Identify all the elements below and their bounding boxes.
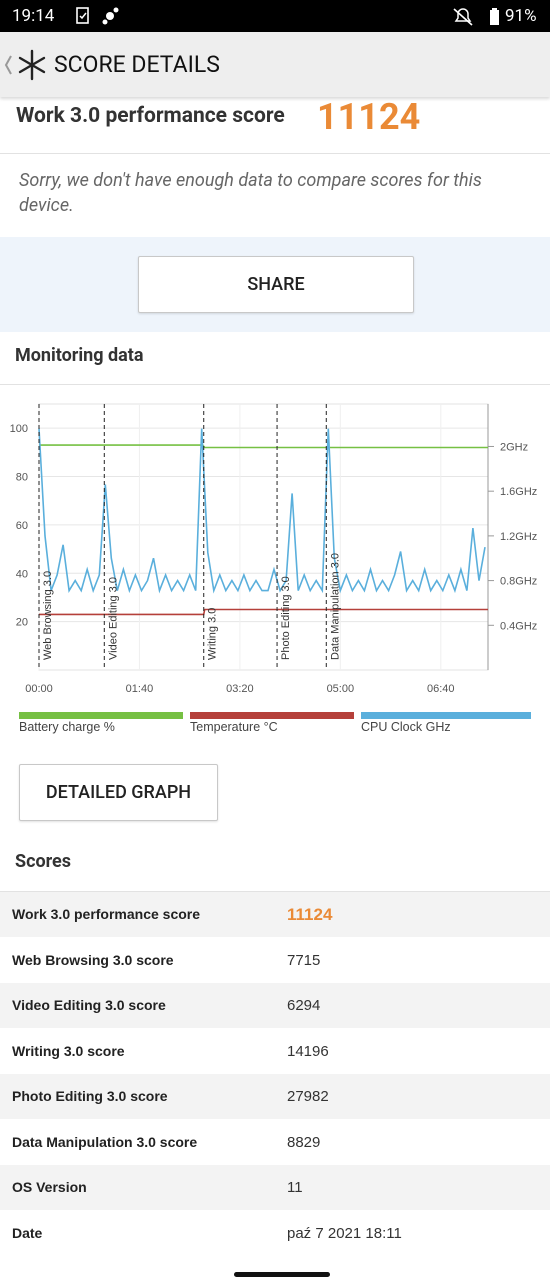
y-tick-label: 20 [16,617,28,629]
legend-label: Battery charge % [19,720,115,734]
phase-label: Data Manipulation 3.0 [329,553,341,660]
score-label: Video Editing 3.0 score [12,997,166,1013]
summary-label: Work 3.0 performance score [16,104,285,128]
y2-tick-label: 1.2GHz [500,531,537,543]
score-row: Writing 3.0 score 14196 [0,1028,550,1074]
score-row: OS Version 11 [0,1165,550,1210]
x-tick-label: 06:40 [427,683,455,695]
legend-label: CPU Clock GHz [361,720,451,734]
score-row: Work 3.0 performance score 11124 [0,892,550,937]
phase-label: Video Editing 3.0 [107,577,119,660]
score-row: Web Browsing 3.0 score 7715 [0,937,550,983]
detailed-graph-button[interactable]: DETAILED GRAPH [19,764,218,821]
screen-title: SCORE DETAILS [54,51,220,78]
score-row: Date paź 7 2021 18:11 [0,1210,550,1256]
divider [0,384,550,385]
score-label: Photo Editing 3.0 score [12,1088,168,1104]
divider [0,153,550,154]
score-value: 14196 [287,1042,329,1060]
score-label: Work 3.0 performance score [12,906,201,922]
score-value: 7715 [287,951,321,969]
compare-note: Sorry, we don't have enough data to comp… [19,170,482,216]
score-row: Data Manipulation 3.0 score 8829 [0,1119,550,1165]
battery-level: 91% [505,6,537,26]
series-line [38,428,486,594]
clock: 19:14 [12,6,55,26]
score-value: 11 [287,1179,303,1196]
y2-tick-label: 2GHz [500,441,528,453]
x-tick-label: 01:40 [126,683,154,695]
status-icons [76,7,119,25]
section-title: Monitoring data [15,345,144,366]
score-table: Work 3.0 performance score 11124 Web Brows… [0,892,550,1262]
app-bar: SCORE DETAILS [0,32,550,97]
phase-label: Writing 3.0 [207,608,219,660]
share-band: SHARE [0,237,550,332]
y-tick-label: 60 [16,520,28,532]
status-bar: 19:14 91% [0,0,550,32]
back-button[interactable] [2,48,50,82]
score-label: OS Version [12,1179,87,1195]
y-tick-label: 100 [10,423,28,435]
plot-area [38,403,489,671]
x-tick-label: 03:20 [226,683,254,695]
score-label: Web Browsing 3.0 score [12,951,174,968]
summary-score: 11124 [317,96,421,138]
legend-swatch [19,712,183,719]
divider [0,891,550,892]
score-value: 8829 [287,1133,321,1151]
y-tick-label: 40 [16,568,28,580]
legend-swatch [361,712,531,719]
x-tick-label: 00:00 [25,683,53,695]
series-line [39,608,488,616]
phase-label: Web Browsing 3.0 [42,571,54,660]
monitoring-chart: 20 40 60 80 100 00:00 01:40 03:20 05:00 06:40 0.4G… [10,403,537,734]
status-icons-right [453,8,499,26]
score-value: 27982 [287,1088,329,1105]
y2-tick-label: 0.4GHz [500,620,537,632]
y2-tick-label: 0.8GHz [500,576,537,588]
section-title: Scores [15,851,72,872]
legend-swatch [190,712,354,719]
score-label: Writing 3.0 score [12,1042,125,1059]
score-label: Data Manipulation 3.0 score [12,1133,198,1150]
phase-label: Photo Editing 3.0 [280,576,292,660]
score-value: 6294 [287,997,321,1014]
score-label: Date [12,1224,43,1241]
y2-tick-label: 1.6GHz [500,486,537,498]
x-tick-label: 05:00 [327,683,355,695]
score-row: Photo Editing 3.0 score 27982 [0,1074,550,1119]
score-row: Video Editing 3.0 score 6294 [0,983,550,1028]
score-value: 11124 [287,905,333,924]
nav-handle [234,1272,330,1277]
legend-label: Temperature °C [190,720,278,734]
share-button[interactable]: SHARE [138,256,414,313]
score-value: paź 7 2021 18:11 [287,1224,402,1242]
y-tick-label: 80 [16,472,28,484]
